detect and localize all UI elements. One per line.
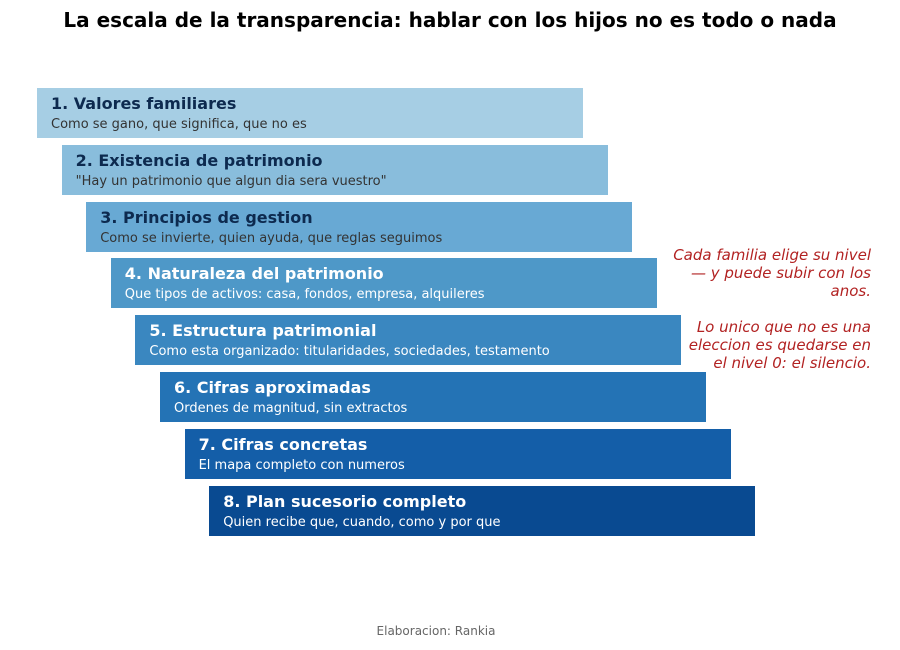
step-title: 5. Estructura patrimonial <box>149 321 377 341</box>
step-title: 2. Existencia de patrimonio <box>75 150 323 170</box>
step-4: 4. Naturaleza del patrimonio Que tipos de… <box>110 258 657 309</box>
step-5: 5. Estructura patrimonial Como esta organ… <box>135 315 682 366</box>
step-description: Quien recibe que, cuando, como y por que <box>223 514 501 530</box>
step-description: Que tipos de activos: casa, fondos, empr… <box>124 287 485 303</box>
step-description: El mapa completo con numeros <box>198 457 405 473</box>
step-title: 8. Plan sucesorio completo <box>223 491 467 511</box>
step-title: 7. Cifras concretas <box>198 434 368 454</box>
step-title: 3. Principios de gestion <box>100 207 313 227</box>
step-1: 1. Valores familiares Como se gano, que s… <box>37 88 583 138</box>
step-title: 6. Cifras aproximadas <box>174 378 371 397</box>
step-8: 8. Plan sucesorio completo Quien recibe q… <box>209 485 756 536</box>
step-2: 2. Existencia de patrimonio "Hay un patri… <box>61 144 608 195</box>
step-title: 1. Valores familiares <box>51 94 237 113</box>
chart-title: La escala de la transparencia: hablar co… <box>63 8 837 32</box>
side-note-silence: Lo unico que no es una eleccion es queda… <box>688 318 871 372</box>
step-3: 3. Principios de gestion Como se invierte… <box>86 201 633 252</box>
step-description: Como se gano, que significa, que no es <box>51 117 307 132</box>
source-note: Elaboracion: Rankia <box>376 624 496 638</box>
side-note-choice: Cada familia elige su nivel — y puede su… <box>673 246 871 300</box>
step-6: 6. Cifras aproximadas Ordenes de magnitud… <box>160 372 706 422</box>
step-title: 4. Naturaleza del patrimonio <box>124 264 384 284</box>
step-description: Como esta organizado: titularidades, soc… <box>149 344 550 360</box>
step-description: Como se invierte, quien ayuda, que regla… <box>100 230 443 246</box>
step-description: "Hay un patrimonio que algun dia sera vu… <box>75 173 387 189</box>
step-7: 7. Cifras concretas El mapa completo con … <box>184 428 731 479</box>
step-description: Ordenes de magnitud, sin extractos <box>174 401 408 416</box>
